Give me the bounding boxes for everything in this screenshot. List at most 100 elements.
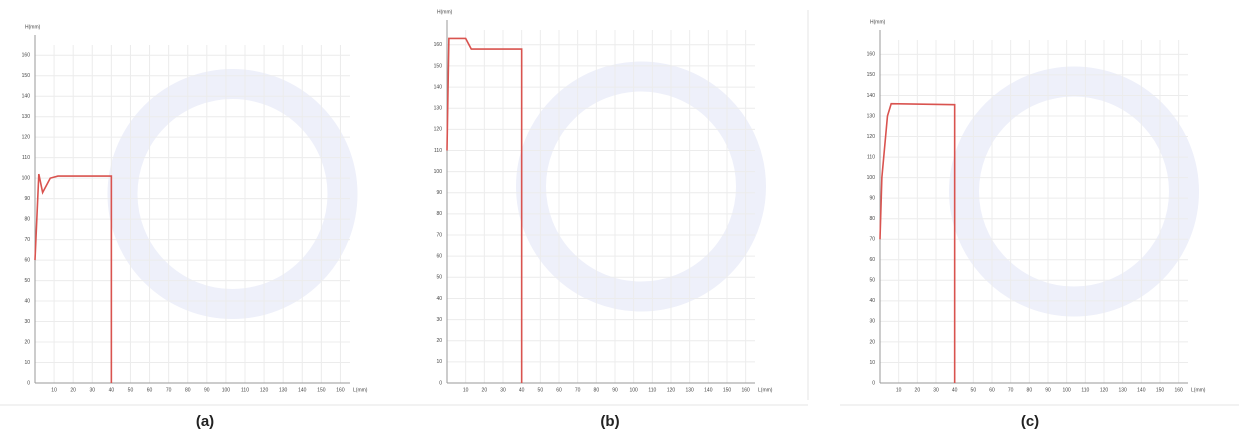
caption: (c) xyxy=(1021,413,1039,430)
y-tick-label: 90 xyxy=(24,196,30,202)
x-tick-label: 120 xyxy=(260,387,269,393)
x-tick-label: 90 xyxy=(204,387,210,393)
x-tick-label: 80 xyxy=(1027,387,1033,393)
x-tick-label: 40 xyxy=(519,387,525,393)
y-tick-label: 100 xyxy=(434,169,443,175)
y-tick-label: 120 xyxy=(434,127,443,133)
y-tick-label: 20 xyxy=(869,339,875,345)
x-axis-label: L(mm) xyxy=(758,387,773,393)
y-tick-label: 60 xyxy=(436,254,442,260)
x-tick-label: 110 xyxy=(648,387,656,393)
x-tick-label: 100 xyxy=(1062,387,1071,393)
y-tick-label: 30 xyxy=(436,317,442,323)
x-tick-label: 140 xyxy=(704,387,713,393)
x-tick-label: 50 xyxy=(971,387,977,393)
x-tick-label: 10 xyxy=(463,387,469,393)
y-axis-label: H(mm) xyxy=(437,9,453,15)
x-tick-label: 10 xyxy=(896,387,902,393)
x-tick-label: 160 xyxy=(1174,387,1183,393)
x-axis-label: L(mm) xyxy=(353,387,368,393)
y-tick-label: 160 xyxy=(22,53,31,59)
y-tick-label: 110 xyxy=(22,155,30,161)
x-tick-label: 60 xyxy=(989,387,995,393)
caption: (b) xyxy=(600,413,619,430)
y-axis-label: H(mm) xyxy=(25,24,41,30)
x-tick-label: 50 xyxy=(128,387,134,393)
x-tick-label: 20 xyxy=(915,387,921,393)
x-axis-label: L(mm) xyxy=(1191,387,1206,393)
y-tick-label: 50 xyxy=(869,278,875,284)
y-tick-label: 20 xyxy=(436,338,442,344)
y-tick-label: 150 xyxy=(22,73,31,79)
x-tick-label: 50 xyxy=(538,387,544,393)
y-tick-label: 10 xyxy=(436,359,442,365)
x-tick-label: 120 xyxy=(667,387,676,393)
y-tick-label: 140 xyxy=(867,93,876,99)
x-tick-label: 10 xyxy=(51,387,57,393)
chart: 0 10 20 30 40 50 60 70 80 90 100 110 120 130 140 150 160… xyxy=(22,24,368,430)
x-tick-label: 60 xyxy=(556,387,562,393)
y-tick-label: 120 xyxy=(867,134,876,140)
y-tick-label: 140 xyxy=(22,94,31,100)
y-tick-label: 160 xyxy=(867,52,876,58)
watermark xyxy=(531,77,751,297)
watermark xyxy=(964,82,1184,302)
y-tick-label: 80 xyxy=(24,216,30,222)
x-tick-label: 130 xyxy=(279,387,288,393)
y-tick-label: 70 xyxy=(24,237,30,243)
y-tick-label: 120 xyxy=(22,135,31,141)
x-tick-label: 80 xyxy=(185,387,191,393)
y-tick-label: 10 xyxy=(24,360,30,366)
x-tick-label: 80 xyxy=(594,387,600,393)
y-tick-label: 100 xyxy=(867,175,876,181)
y-tick-label: 50 xyxy=(436,275,442,281)
y-tick-label: 60 xyxy=(869,257,875,263)
x-tick-label: 100 xyxy=(222,387,231,393)
y-tick-label: 0 xyxy=(439,380,442,386)
x-tick-label: 20 xyxy=(482,387,488,393)
x-tick-label: 30 xyxy=(89,387,95,393)
x-tick-label: 90 xyxy=(1045,387,1051,393)
chart: 0102030405060708090100110120130140150160… xyxy=(434,9,773,430)
y-tick-label: 0 xyxy=(27,380,30,386)
y-tick-label: 150 xyxy=(867,72,876,78)
x-tick-label: 30 xyxy=(933,387,939,393)
y-tick-label: 40 xyxy=(869,298,875,304)
y-tick-label: 10 xyxy=(869,360,875,366)
y-tick-label: 110 xyxy=(434,148,442,154)
y-tick-label: 50 xyxy=(24,278,30,284)
x-tick-label: 150 xyxy=(317,387,326,393)
x-tick-label: 160 xyxy=(336,387,345,393)
y-tick-label: 30 xyxy=(869,319,875,325)
y-tick-label: 160 xyxy=(434,42,443,48)
y-tick-label: 150 xyxy=(434,63,443,69)
x-tick-label: 70 xyxy=(1008,387,1014,393)
y-tick-label: 30 xyxy=(24,319,30,325)
x-tick-label: 20 xyxy=(70,387,76,393)
x-tick-label: 110 xyxy=(1081,387,1089,393)
y-tick-label: 90 xyxy=(436,190,442,196)
y-tick-label: 130 xyxy=(22,114,31,120)
y-tick-label: 130 xyxy=(867,113,876,119)
x-tick-label: 130 xyxy=(685,387,694,393)
x-tick-label: 110 xyxy=(241,387,249,393)
x-tick-label: 100 xyxy=(629,387,638,393)
x-tick-label: 130 xyxy=(1118,387,1127,393)
x-tick-label: 140 xyxy=(1137,387,1146,393)
y-tick-label: 140 xyxy=(434,84,443,90)
x-tick-label: 140 xyxy=(298,387,307,393)
x-tick-label: 120 xyxy=(1100,387,1109,393)
chart: 0102030405060708090100110120130140150160… xyxy=(867,19,1206,430)
x-tick-label: 40 xyxy=(952,387,958,393)
y-tick-label: 80 xyxy=(436,211,442,217)
y-tick-label: 40 xyxy=(436,296,442,302)
y-tick-label: 90 xyxy=(869,195,875,201)
y-tick-label: 80 xyxy=(869,216,875,222)
y-tick-label: 100 xyxy=(22,175,31,181)
y-tick-label: 60 xyxy=(24,257,30,263)
x-tick-label: 30 xyxy=(500,387,506,393)
x-tick-label: 40 xyxy=(109,387,115,393)
x-tick-label: 90 xyxy=(612,387,618,393)
x-tick-label: 160 xyxy=(741,387,750,393)
y-axis-label: H(mm) xyxy=(870,19,886,25)
